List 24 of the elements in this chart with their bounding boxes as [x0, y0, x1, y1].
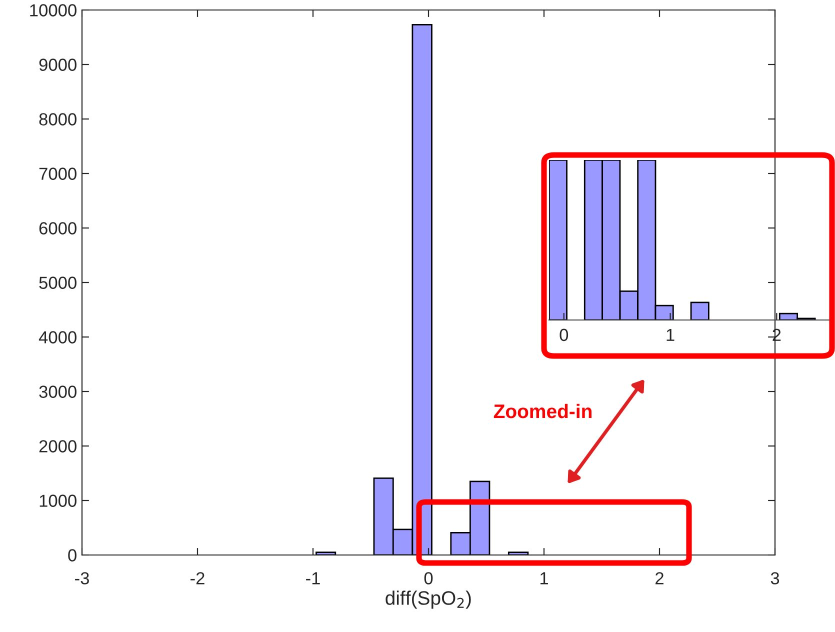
x-tick-label: 0 — [560, 328, 568, 342]
bar — [690, 302, 710, 320]
x-tick-label: -2 — [190, 572, 204, 584]
x-tick-label: 0 — [424, 572, 433, 584]
x-tick-label: 1 — [666, 328, 674, 341]
x-axis-title: diff(SpO$_{2}$) — [386, 590, 471, 609]
y-tick-label: 0 — [68, 549, 76, 562]
bar — [549, 160, 568, 320]
x-tick-label: -1 — [306, 572, 320, 584]
y-tick-label: 8000 — [39, 113, 76, 126]
y-tick-label: 9000 — [39, 58, 76, 71]
y-tick-label: 3000 — [39, 386, 76, 398]
x-tick-label: 1 — [540, 572, 548, 584]
x-tick-label: 3 — [770, 572, 780, 584]
y-tick-label: 4000 — [38, 331, 76, 344]
y-tick-label: 7000 — [39, 168, 76, 180]
y-tick-label: 1000 — [40, 494, 76, 507]
y-tick-label: 6000 — [39, 222, 76, 234]
y-tick-label: 10000 — [30, 4, 76, 16]
x-tick-label: -3 — [75, 572, 89, 584]
annotation: Zoomed-in — [494, 404, 592, 418]
x-tick-label: 2 — [656, 572, 664, 584]
y-tick-label: 5000 — [39, 276, 76, 289]
y-tick-label: 2000 — [39, 440, 76, 452]
